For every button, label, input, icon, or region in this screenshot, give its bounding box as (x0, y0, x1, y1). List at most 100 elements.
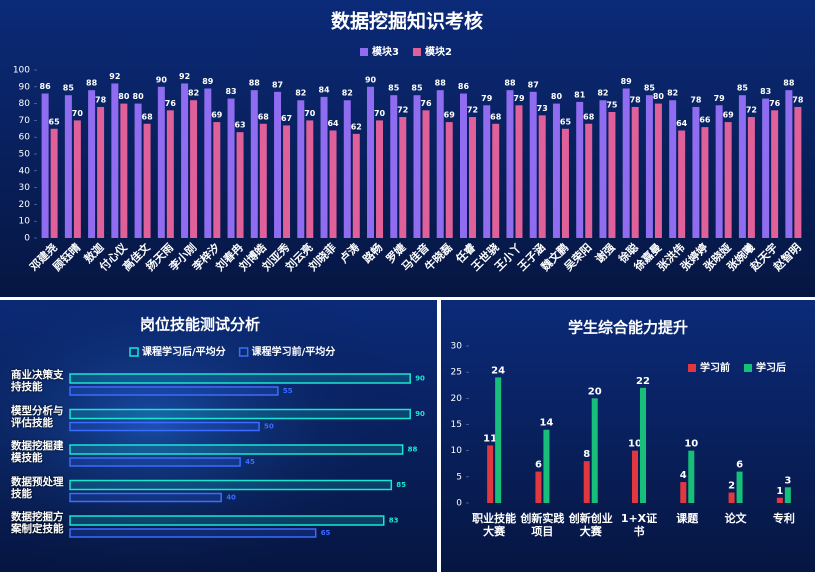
bar (88, 90, 96, 238)
bar (120, 103, 128, 238)
y-tick-label: 40 (19, 166, 31, 176)
y-tick-label: 100 (13, 66, 30, 76)
panel (441, 300, 815, 572)
value-label: 72 (397, 106, 408, 115)
bar (259, 123, 267, 238)
bar (583, 461, 590, 503)
chart-title: 数据挖掘知识考核 (331, 10, 483, 33)
bar (585, 123, 593, 238)
value-label: 78 (792, 95, 804, 104)
value-label: 50 (264, 423, 274, 431)
bar (69, 479, 393, 491)
bar (190, 100, 198, 239)
legend-swatch (360, 48, 368, 56)
bar (785, 90, 793, 238)
bar (422, 110, 430, 238)
bar (111, 83, 119, 238)
x-tick-label: 论文 (724, 512, 747, 525)
value-label: 1 (776, 486, 783, 497)
bar (50, 128, 58, 238)
bar (352, 133, 360, 238)
y-tick-label: 90 (19, 82, 31, 92)
value-label: 83 (760, 87, 771, 96)
value-label: 79 (714, 94, 726, 103)
legend-label: 课程学习后/平均分 (142, 345, 226, 358)
x-tick-label: 职业技能大赛 (472, 512, 517, 538)
bar (399, 117, 407, 238)
bar (329, 130, 337, 238)
y-tick-label: 0 (456, 499, 462, 509)
legend-swatch (412, 48, 421, 56)
value-label: 82 (342, 89, 353, 98)
value-label: 69 (723, 111, 735, 120)
value-label: 82 (188, 89, 199, 98)
legend-label: 学习前 (700, 361, 730, 374)
value-label: 82 (667, 89, 678, 98)
bar (599, 100, 607, 239)
bar (413, 95, 421, 238)
value-label: 68 (142, 112, 154, 121)
y-tick-label: 模型分析与评估技能 (11, 404, 64, 429)
value-label: 20 (588, 386, 602, 397)
y-tick-label: 数据预处理技能 (11, 475, 64, 500)
bar (483, 105, 491, 238)
value-label: 88 (435, 79, 447, 88)
bar (468, 117, 476, 238)
value-label: 80 (133, 92, 145, 101)
legend-label: 模块2 (425, 45, 452, 58)
bar (738, 95, 746, 238)
value-label: 87 (528, 80, 539, 89)
value-label: 88 (783, 79, 795, 88)
bar (134, 103, 142, 238)
y-tick-label: 25 (451, 368, 462, 378)
value-label: 22 (636, 376, 650, 387)
bar (69, 528, 317, 538)
value-label: 90 (365, 75, 377, 84)
bar (73, 120, 81, 238)
value-label: 88 (408, 446, 418, 454)
value-label: 79 (481, 94, 493, 103)
value-label: 80 (653, 92, 665, 101)
value-label: 83 (389, 517, 399, 525)
value-label: 80 (551, 92, 563, 101)
x-tick-label: 创新创业大赛 (568, 512, 613, 538)
legend-swatch (129, 347, 139, 357)
value-label: 45 (245, 458, 255, 466)
value-label: 11 (483, 433, 497, 444)
bar (69, 457, 241, 467)
bar (552, 103, 560, 238)
x-tick-label: 专利 (772, 512, 795, 525)
bar (747, 117, 755, 238)
bar (297, 100, 305, 239)
value-label: 86 (40, 82, 52, 91)
chart-title: 岗位技能测试分析 (140, 316, 260, 334)
value-label: 85 (737, 84, 749, 93)
value-label: 70 (72, 109, 84, 118)
bar (367, 86, 375, 238)
value-label: 14 (539, 418, 553, 429)
bar (181, 83, 189, 238)
value-label: 69 (211, 111, 223, 120)
y-tick-label: 70 (19, 116, 31, 126)
bar (157, 86, 165, 238)
bar (640, 387, 646, 503)
y-tick-label: 30 (451, 342, 463, 352)
bar (535, 471, 542, 503)
value-label: 2 (728, 481, 735, 492)
bar (776, 497, 783, 503)
y-tick-label: 30 (19, 183, 31, 193)
value-label: 76 (769, 99, 781, 108)
legend-swatch (744, 364, 752, 372)
value-label: 75 (606, 101, 618, 110)
bar (64, 95, 72, 238)
bar (736, 471, 743, 503)
bar (529, 91, 537, 238)
bar (69, 421, 260, 432)
value-label: 85 (388, 84, 400, 93)
bar (591, 398, 598, 503)
bar (771, 110, 779, 238)
y-tick-label: 50 (19, 150, 31, 160)
bar (41, 93, 49, 239)
bar (143, 123, 151, 238)
value-label: 66 (699, 116, 711, 125)
